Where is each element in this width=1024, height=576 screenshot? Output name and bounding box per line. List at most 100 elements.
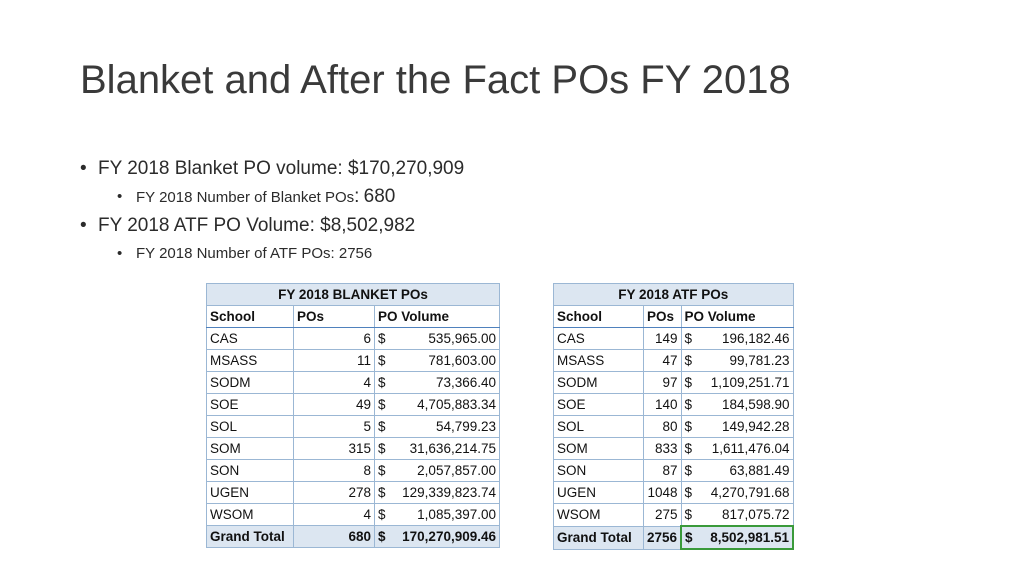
po-volume-cell: $817,075.72 — [680, 503, 794, 527]
dollar-sign: $ — [378, 419, 386, 434]
school-cell: WSOM — [206, 503, 294, 526]
pos-count-cell: 8 — [293, 459, 375, 482]
dollar-sign: $ — [684, 463, 693, 478]
school-cell: MSASS — [206, 349, 294, 372]
school-cell: SODM — [206, 371, 294, 394]
header-pos: POs — [643, 305, 682, 328]
volume-amount: 184,598.90 — [721, 397, 790, 412]
dollar-sign: $ — [684, 353, 693, 368]
po-volume-cell: $196,182.46 — [680, 327, 794, 350]
grand-total-volume: $170,270,909.46 — [374, 525, 500, 548]
table-row: SOE 49 $4,705,883.34 — [206, 393, 500, 416]
pos-count-cell: 49 — [293, 393, 375, 416]
po-volume-cell: $73,366.40 — [374, 371, 500, 394]
pos-count-cell: 4 — [293, 371, 375, 394]
dollar-sign: $ — [684, 397, 693, 412]
slide-title: Blanket and After the Fact POs FY 2018 — [80, 58, 791, 102]
school-cell: SOE — [553, 393, 644, 416]
school-cell: UGEN — [553, 481, 644, 504]
pos-count-cell: 87 — [643, 459, 682, 482]
table-header-row: School POs PO Volume — [553, 305, 794, 328]
volume-amount: 2,057,857.00 — [417, 463, 496, 478]
volume-amount: 63,881.49 — [729, 463, 790, 478]
dollar-sign: $ — [378, 397, 386, 412]
grand-total-row: Grand Total 2756 $8,502,981.51 — [553, 525, 795, 550]
grand-total-label: Grand Total — [206, 525, 294, 548]
pos-count-cell: 315 — [293, 437, 375, 460]
pos-count-cell: 80 — [643, 415, 682, 438]
dollar-sign: $ — [684, 485, 693, 500]
table-row: UGEN 1048 $4,270,791.68 — [553, 481, 794, 504]
dollar-sign: $ — [684, 419, 693, 434]
table-header-row: School POs PO Volume — [206, 305, 500, 328]
table-row: SOL 5 $54,799.23 — [206, 415, 500, 438]
school-cell: SODM — [553, 371, 644, 394]
bullet-atf-count: FY 2018 Number of ATF POs: 2756 — [117, 241, 464, 267]
dollar-sign: $ — [378, 463, 386, 478]
po-volume-cell: $31,636,214.75 — [374, 437, 500, 460]
volume-amount: 196,182.46 — [721, 331, 790, 346]
atf-po-table: FY 2018 ATF POs School POs PO Volume CAS… — [553, 283, 795, 550]
school-cell: SOM — [206, 437, 294, 460]
volume-amount: 1,611,476.04 — [711, 441, 790, 456]
table-row: WSOM 4 $1,085,397.00 — [206, 503, 500, 526]
pos-count-cell: 140 — [643, 393, 682, 416]
volume-amount: 149,942.28 — [721, 419, 790, 434]
pos-count-cell: 833 — [643, 437, 682, 460]
school-cell: CAS — [553, 327, 644, 350]
po-volume-cell: $4,270,791.68 — [680, 481, 794, 504]
volume-amount: 31,636,214.75 — [409, 441, 496, 456]
dollar-sign: $ — [684, 331, 693, 346]
school-cell: WSOM — [553, 503, 644, 527]
po-volume-cell: $4,705,883.34 — [374, 393, 500, 416]
bullet-blanket-count: FY 2018 Number of Blanket POs: 680 — [117, 184, 464, 211]
grand-total-volume: $8,502,981.51 — [680, 525, 795, 550]
header-school: School — [206, 305, 294, 328]
volume-amount: 1,085,397.00 — [417, 507, 496, 522]
volume-amount: 73,366.40 — [435, 375, 496, 390]
volume-amount: 54,799.23 — [435, 419, 496, 434]
pos-count-cell: 6 — [293, 327, 375, 350]
dollar-sign: $ — [378, 507, 386, 522]
volume-amount: 4,270,791.68 — [710, 485, 790, 500]
table-row: CAS 149 $196,182.46 — [553, 327, 794, 350]
table-body: CAS 149 $196,182.46 MSASS 47 $99,781.23 SODM 97… — [553, 327, 794, 527]
table-caption: FY 2018 BLANKET POs — [206, 283, 500, 306]
pos-count-cell: 149 — [643, 327, 682, 350]
po-volume-cell: $1,611,476.04 — [680, 437, 794, 460]
school-cell: SON — [206, 459, 294, 482]
table-row: SON 8 $2,057,857.00 — [206, 459, 500, 482]
header-school: School — [553, 305, 644, 328]
bullet-blanket-count-colon: : — [354, 186, 360, 207]
dollar-sign: $ — [378, 375, 386, 390]
dollar-sign: $ — [378, 441, 386, 456]
table-row: WSOM 275 $817,075.72 — [553, 503, 794, 527]
table-row: SOL 80 $149,942.28 — [553, 415, 794, 438]
header-pos: POs — [293, 305, 375, 328]
volume-amount: 170,270,909.46 — [402, 529, 496, 544]
school-cell: SON — [553, 459, 644, 482]
dollar-sign: $ — [378, 331, 386, 346]
table-row: UGEN 278 $129,339,823.74 — [206, 481, 500, 504]
school-cell: CAS — [206, 327, 294, 350]
pos-count-cell: 278 — [293, 481, 375, 504]
table-body: CAS 6 $535,965.00 MSASS 11 $781,603.00 SODM 4 $7… — [206, 327, 500, 526]
pos-count-cell: 11 — [293, 349, 375, 372]
volume-amount: 129,339,823.74 — [402, 485, 496, 500]
dollar-sign: $ — [378, 353, 386, 368]
table-row: MSASS 47 $99,781.23 — [553, 349, 794, 372]
dollar-sign: $ — [378, 529, 386, 544]
po-volume-cell: $129,339,823.74 — [374, 481, 500, 504]
header-po-volume: PO Volume — [680, 305, 794, 328]
volume-amount: 8,502,981.51 — [710, 530, 790, 545]
table-row: SOM 833 $1,611,476.04 — [553, 437, 794, 460]
po-volume-cell: $63,881.49 — [680, 459, 794, 482]
po-volume-cell: $149,942.28 — [680, 415, 794, 438]
po-volume-cell: $54,799.23 — [374, 415, 500, 438]
table-caption-row: FY 2018 BLANKET POs — [206, 283, 500, 306]
table-caption-row: FY 2018 ATF POs — [553, 283, 794, 306]
po-volume-cell: $535,965.00 — [374, 327, 500, 350]
bullet-blanket-count-value: 680 — [363, 186, 396, 207]
pos-count-cell: 47 — [643, 349, 682, 372]
grand-total-row: Grand Total 680 $170,270,909.46 — [206, 525, 500, 548]
